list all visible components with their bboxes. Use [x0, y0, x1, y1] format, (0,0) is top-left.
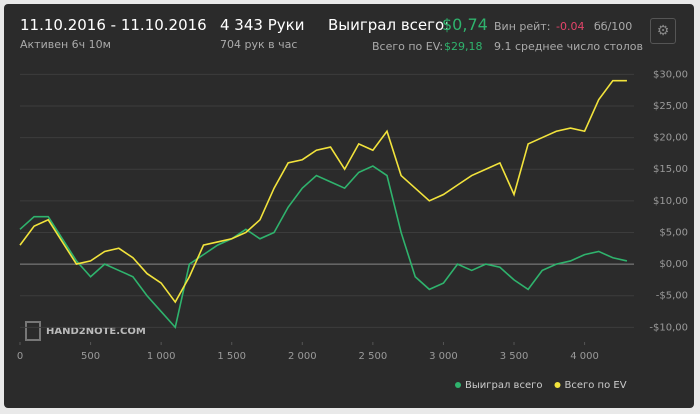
tables: 9.1 среднее число столов — [494, 40, 643, 53]
legend-marker — [554, 382, 561, 388]
y-tick-label: $25,00 — [653, 101, 688, 112]
x-tick-label: 0 — [17, 351, 23, 362]
y-tick-label: $5,00 — [659, 227, 688, 238]
x-tick-label: 3 500 — [500, 351, 529, 362]
x-tick-label: 2 500 — [359, 351, 388, 362]
watermark: HAND2NOTE.COM — [46, 326, 146, 337]
legend-label: Выиграл всего — [465, 380, 542, 391]
y-tick-label: -$5,00 — [656, 291, 688, 302]
y-tick-label: $10,00 — [653, 196, 688, 207]
legend-label: Всего по EV — [564, 380, 626, 391]
ev-label: Всего по EV: — [372, 40, 444, 53]
x-tick-label: 2 000 — [288, 351, 317, 362]
winrate-label: Вин рейт: — [494, 20, 551, 33]
active-time: Активен 6ч 10м — [20, 38, 111, 51]
y-tick-label: -$10,00 — [649, 322, 688, 333]
y-tick-label: $30,00 — [653, 69, 688, 80]
series-line — [19, 165, 628, 330]
date-range: 11.10.2016 - 11.10.2016 — [20, 16, 207, 34]
logo: HAND2NOTE.COM — [25, 321, 146, 341]
y-tick-label: $15,00 — [653, 164, 688, 175]
ev-value: $29,18 — [444, 40, 483, 53]
y-tick-label: $0,00 — [659, 259, 688, 270]
winrate-value: -0.04 — [556, 20, 585, 33]
series-line — [19, 79, 627, 304]
x-tick-label: 500 — [81, 351, 100, 362]
hands: 4 343 Руки — [220, 16, 305, 34]
won-value: $0,74 — [442, 15, 488, 34]
won-label: Выиграл всего: — [328, 16, 450, 34]
hands-per-hour: 704 рук в час — [220, 38, 298, 51]
winrate-unit: бб/100 — [594, 20, 633, 33]
x-tick-label: 1 000 — [147, 351, 176, 362]
legend-marker — [455, 382, 461, 388]
x-tick-label: 4 000 — [570, 351, 599, 362]
x-tick-label: 1 500 — [217, 351, 246, 362]
stats-panel: 11.10.2016 - 11.10.2016 Активен 6ч 10м 4… — [4, 4, 694, 408]
settings-button[interactable]: ⚙ — [650, 18, 676, 44]
y-tick-label: $20,00 — [653, 133, 688, 144]
x-tick-label: 3 000 — [429, 351, 458, 362]
